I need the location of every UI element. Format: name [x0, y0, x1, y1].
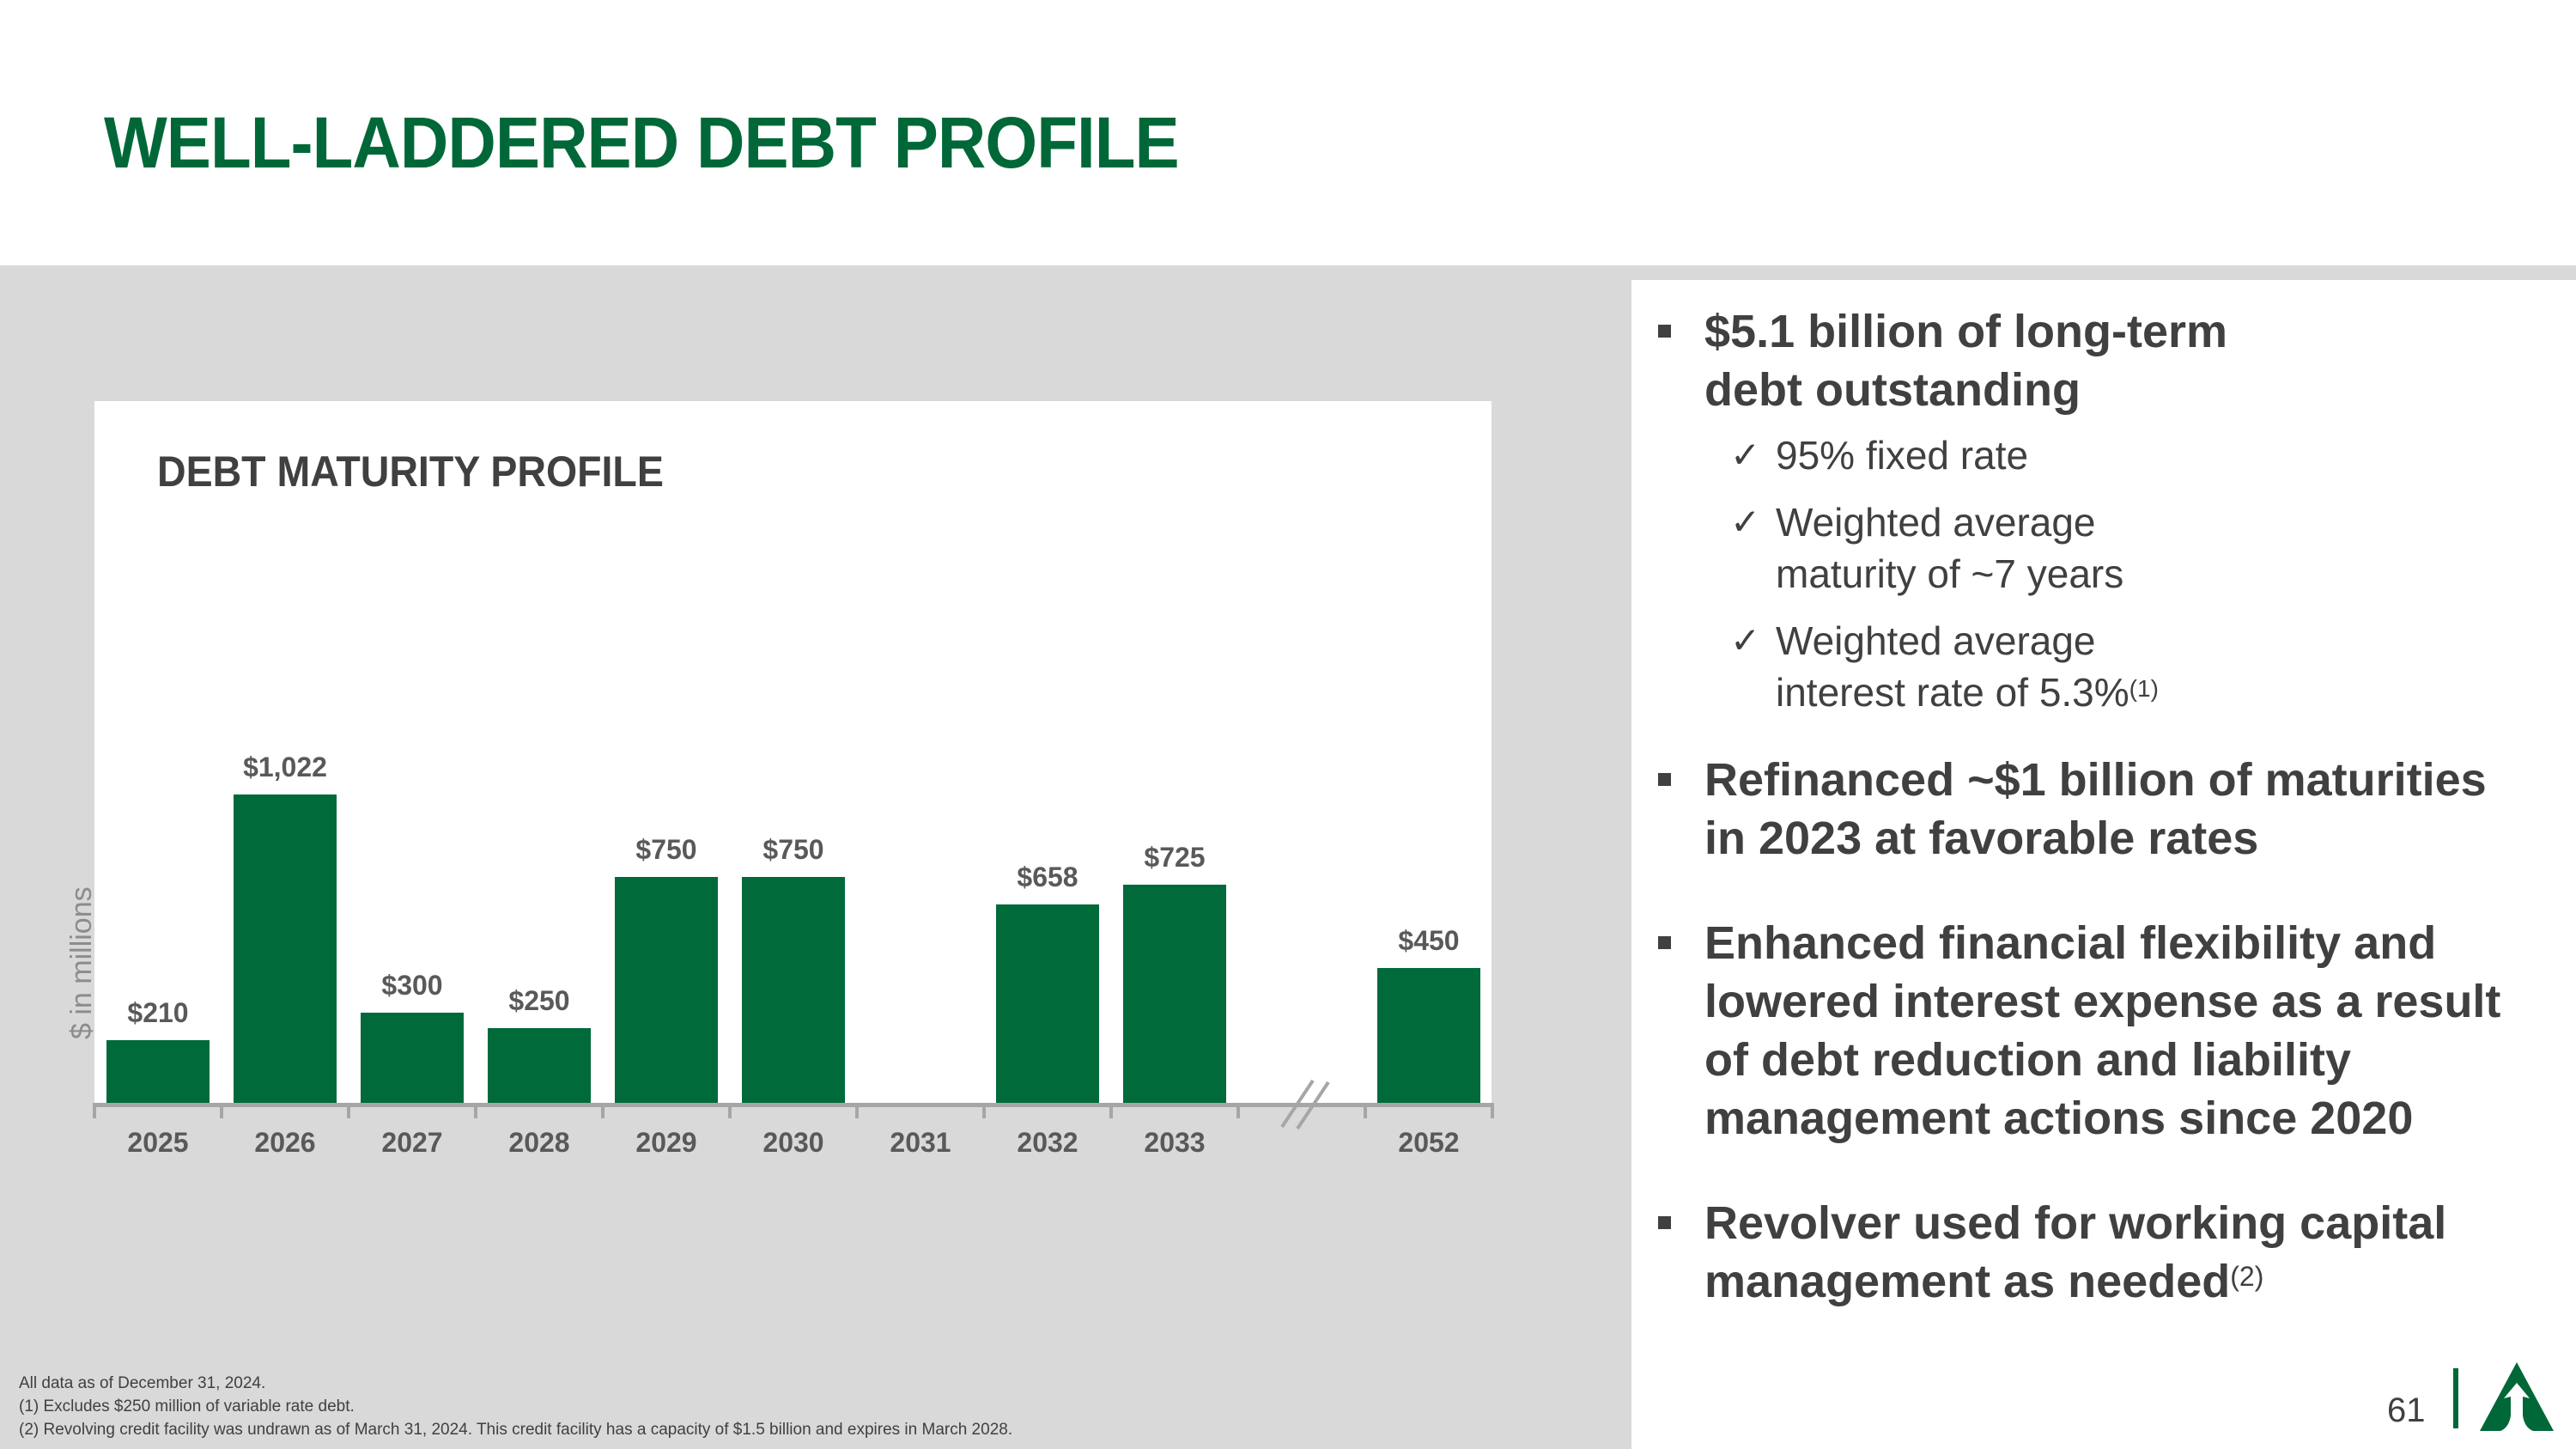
chart-title: DEBT MATURITY PROFILE — [157, 447, 664, 496]
x-axis-tick — [1109, 1103, 1113, 1118]
page-title: WELL-LADDERED DEBT PROFILE — [104, 102, 1180, 183]
x-tick-label: 2029 — [635, 1127, 697, 1158]
square-bullet-icon — [1658, 325, 1671, 338]
x-axis-tick — [93, 1103, 96, 1118]
x-axis-tick — [474, 1103, 477, 1118]
check-icon: ✓ — [1730, 620, 1761, 661]
sub-bullet-interest-rate: ✓ Weighted average interest rate of 5.3%… — [1704, 615, 2551, 718]
highlights-list: $5.1 billion of long-term debt outstandi… — [1658, 302, 2551, 1311]
x-tick-label: 2033 — [1144, 1127, 1206, 1158]
square-bullet-icon — [1658, 936, 1671, 949]
x-tick-label: 2025 — [127, 1127, 189, 1158]
bar-2032 — [996, 904, 1099, 1104]
x-tick-label: 2052 — [1398, 1127, 1460, 1158]
footnote-ref: (2) — [2230, 1261, 2264, 1292]
bullet-refinanced: Refinanced ~$1 billion of maturities in … — [1658, 751, 2551, 868]
bar-value-label: $300 — [381, 970, 443, 1001]
x-axis-tick — [220, 1103, 223, 1118]
bar-value-label: $725 — [1144, 842, 1206, 873]
tree-triangle-logo-icon — [2480, 1362, 2554, 1431]
footnote-2: (2) Revolving credit facility was undraw… — [19, 1421, 1013, 1439]
bar-value-label: $250 — [508, 985, 570, 1016]
bar-value-label: $750 — [762, 834, 824, 865]
axis-break-icon — [1280, 1079, 1330, 1130]
footnote-ref: (1) — [2129, 675, 2159, 702]
x-tick-label: 2031 — [890, 1127, 951, 1158]
page-number: 61 — [2387, 1391, 2426, 1429]
x-axis-tick — [1491, 1103, 1494, 1118]
x-tick-label: 2032 — [1017, 1127, 1078, 1158]
bar-2026 — [234, 795, 337, 1104]
bar-2030 — [742, 877, 845, 1104]
x-axis-line — [93, 1103, 1493, 1107]
bar-value-label: $750 — [635, 834, 697, 865]
sub-bullet-maturity: ✓ Weighted average maturity of ~7 years — [1704, 496, 2551, 600]
bar-2033 — [1123, 885, 1226, 1104]
footnotes: All data as of December 31, 2024. (1) Ex… — [19, 1372, 1012, 1441]
x-axis-tick — [982, 1103, 986, 1118]
square-bullet-icon — [1658, 773, 1671, 786]
bullet-revolver: Revolver used for working capital manage… — [1658, 1194, 2551, 1311]
x-axis-tick — [1236, 1103, 1240, 1118]
check-icon: ✓ — [1730, 502, 1761, 542]
square-bullet-icon — [1658, 1216, 1671, 1229]
bullet-financial-flexibility: Enhanced financial flexibility and lower… — [1658, 914, 2551, 1148]
bar-value-label: $210 — [127, 997, 189, 1028]
highlights-card — [1631, 280, 2576, 1449]
x-tick-label: 2026 — [254, 1127, 316, 1158]
sub-bullet-fixed-rate: ✓ 95% fixed rate — [1704, 429, 2551, 481]
bar-value-label: $658 — [1017, 861, 1078, 892]
header: WELL-LADDERED DEBT PROFILE — [0, 0, 2576, 265]
bar-2027 — [361, 1013, 464, 1104]
x-axis-tick — [728, 1103, 732, 1118]
bullet-debt-outstanding: $5.1 billion of long-term debt outstandi… — [1658, 302, 2551, 718]
footnote-as-of: All data as of December 31, 2024. — [19, 1374, 266, 1392]
x-axis-tick — [347, 1103, 350, 1118]
check-icon: ✓ — [1730, 435, 1761, 475]
x-axis-tick — [1364, 1103, 1367, 1118]
bar-2052 — [1377, 968, 1480, 1104]
bar-2028 — [488, 1028, 591, 1104]
x-tick-label: 2028 — [508, 1127, 570, 1158]
bar-value-label: $1,022 — [243, 752, 327, 782]
bar-2025 — [106, 1040, 210, 1104]
x-axis-tick — [601, 1103, 605, 1118]
x-tick-label: 2030 — [762, 1127, 824, 1158]
x-tick-label: 2027 — [381, 1127, 443, 1158]
bar-2029 — [615, 877, 718, 1104]
sub-bullet-list: ✓ 95% fixed rate ✓ Weighted average matu… — [1704, 429, 2551, 718]
x-axis-tick — [855, 1103, 859, 1118]
footnote-1: (1) Excludes $250 million of variable ra… — [19, 1397, 355, 1416]
bar-value-label: $450 — [1398, 925, 1460, 956]
footer-divider — [2453, 1368, 2458, 1428]
